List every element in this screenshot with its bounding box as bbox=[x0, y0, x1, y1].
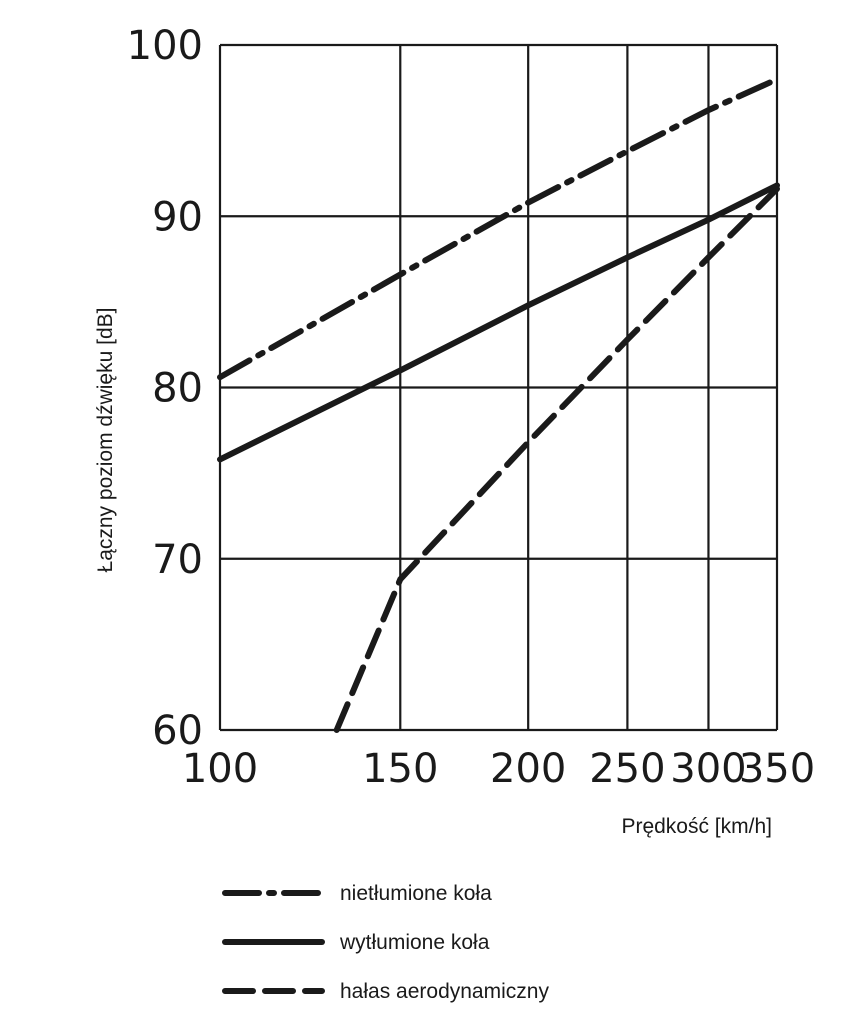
series-line-1 bbox=[217, 182, 780, 463]
y-tick-label: 100 bbox=[127, 23, 203, 69]
x-tick-label: 150 bbox=[362, 746, 438, 792]
series-line-2 bbox=[333, 185, 780, 733]
x-tick-label: 350 bbox=[739, 746, 815, 792]
y-axis-label: Łączny poziom dźwięku [dB] bbox=[94, 308, 117, 573]
legend-label: nietłumione koła bbox=[340, 882, 492, 905]
x-tick-label: 250 bbox=[589, 746, 665, 792]
y-tick-label: 90 bbox=[152, 194, 203, 240]
x-tick-label: 100 bbox=[182, 746, 258, 792]
series-lines bbox=[217, 76, 780, 733]
x-axis-label: Prędkość [km/h] bbox=[621, 815, 772, 838]
y-tick-labels: 60 70 80 90 100 bbox=[127, 23, 203, 754]
y-tick-label: 60 bbox=[152, 708, 203, 754]
y-tick-label: 70 bbox=[152, 537, 203, 583]
x-tick-label: 300 bbox=[670, 746, 746, 792]
legend: nietłumione koła wytłumione koła hałas aer… bbox=[222, 882, 549, 1003]
x-tick-label: 200 bbox=[490, 746, 566, 792]
legend-label: hałas aerodynamiczny bbox=[340, 980, 549, 1003]
grid bbox=[218, 43, 779, 732]
y-tick-label: 80 bbox=[152, 366, 203, 412]
series-line-0 bbox=[217, 76, 780, 381]
legend-label: wytłumione koła bbox=[339, 931, 490, 954]
